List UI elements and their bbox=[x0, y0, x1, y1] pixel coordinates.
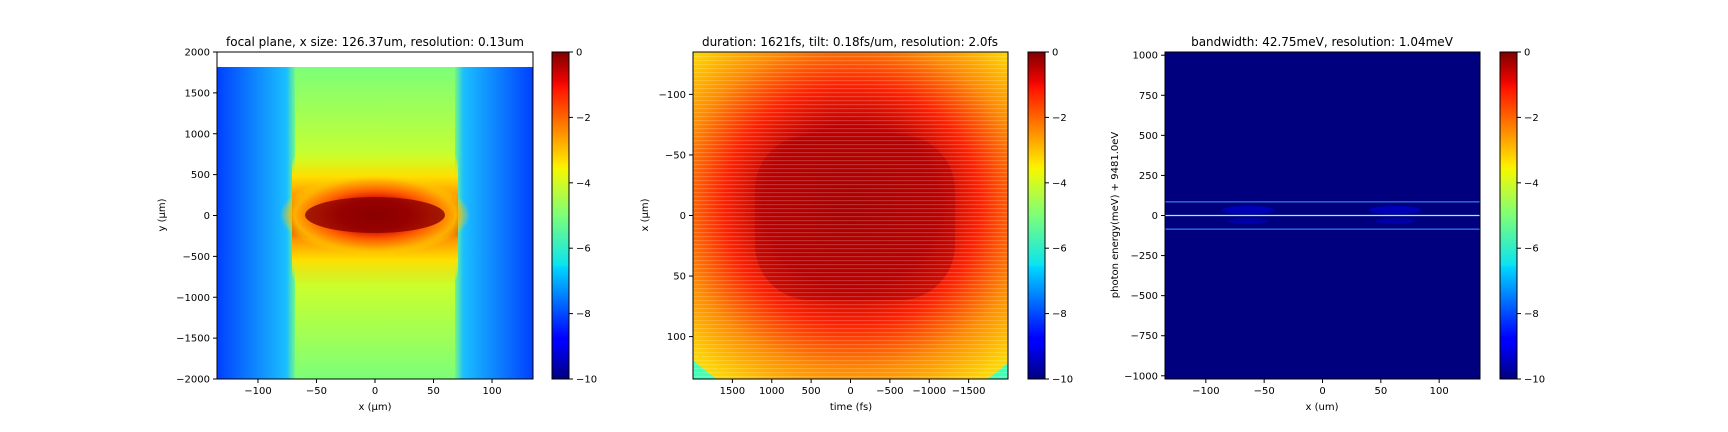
panel-3-x-ticks: −100 −50 0 50 100 bbox=[1192, 379, 1449, 397]
x-tick-label: 50 bbox=[1374, 386, 1387, 397]
panel-3-blob-right bbox=[1369, 206, 1421, 214]
y-tick-label: 0 bbox=[204, 211, 210, 222]
colorbar-tick-label: −4 bbox=[1524, 178, 1539, 189]
panel-2-title: duration: 1621fs, tilt: 0.18fs/um, resol… bbox=[702, 35, 998, 49]
y-tick-label: −100 bbox=[659, 90, 686, 101]
y-tick-label: 2000 bbox=[185, 48, 210, 59]
panel-2-heatmap bbox=[693, 52, 1008, 379]
x-tick-label: 1500 bbox=[720, 386, 745, 397]
panel-3-y-ticks: −1000 −750 −500 −250 0 250 500 750 1000 bbox=[1124, 51, 1165, 382]
y-tick-label: −1000 bbox=[176, 293, 210, 304]
panel-2-colorbar-ticks: 0 −2 −4 −6 −8 −10 bbox=[1045, 48, 1073, 386]
x-tick-label: 0 bbox=[1319, 386, 1325, 397]
panel-3-colorbar-ticks: 0 −2 −4 −6 −8 −10 bbox=[1517, 48, 1545, 386]
panel-1-y-ticks: −2000 −1500 −1000 −500 0 500 1000 1500 2000 bbox=[176, 48, 217, 386]
colorbar-tick-label: −8 bbox=[576, 309, 591, 320]
colorbar-tick-label: −8 bbox=[1052, 309, 1067, 320]
colorbar-tick-label: −8 bbox=[1524, 309, 1539, 320]
y-tick-label: 1000 bbox=[185, 129, 210, 140]
x-tick-label: −500 bbox=[876, 386, 903, 397]
panel-1-heatmap bbox=[217, 52, 533, 379]
colorbar-tick-label: −6 bbox=[1052, 244, 1067, 255]
y-tick-label: 250 bbox=[1139, 171, 1158, 182]
y-tick-label: 1000 bbox=[1133, 51, 1158, 62]
colorbar-tick-label: −2 bbox=[576, 113, 591, 124]
colorbar-tick-label: −10 bbox=[1524, 375, 1545, 386]
panel-1-colorbar bbox=[551, 51, 570, 380]
colorbar-tick-label: −2 bbox=[1524, 113, 1539, 124]
panel-3-y-label: photon energy(meV) + 9481.0eV bbox=[1110, 132, 1121, 299]
colorbar-tick-label: −6 bbox=[576, 244, 591, 255]
panel-1-x-label: x (μm) bbox=[358, 402, 391, 413]
colorbar-tick-label: −10 bbox=[1052, 375, 1073, 386]
panel-2-y-ticks: −100 −50 0 50 100 bbox=[659, 90, 693, 343]
panel-1-y-label: y (μm) bbox=[157, 198, 168, 231]
y-tick-label: −50 bbox=[665, 150, 686, 161]
y-tick-label: −500 bbox=[1131, 291, 1158, 302]
panel-2-stripes bbox=[693, 52, 1008, 379]
colorbar-tick-label: 0 bbox=[1052, 48, 1058, 59]
colorbar-tick-label: −6 bbox=[1524, 244, 1539, 255]
colorbar-tick-label: −2 bbox=[1052, 113, 1067, 124]
y-tick-label: −750 bbox=[1131, 331, 1158, 342]
x-tick-label: −1500 bbox=[952, 386, 986, 397]
x-tick-label: −50 bbox=[1254, 386, 1275, 397]
y-tick-label: 50 bbox=[673, 272, 686, 283]
y-tick-label: 1500 bbox=[185, 88, 210, 99]
x-tick-label: 100 bbox=[1430, 386, 1449, 397]
y-tick-label: 500 bbox=[1139, 131, 1158, 142]
panel-3-title: bandwidth: 42.75meV, resolution: 1.04meV bbox=[1191, 35, 1454, 49]
panel-1-colorbar-ticks: 0 −2 −4 −6 −8 −10 bbox=[569, 48, 597, 386]
x-tick-label: 0 bbox=[847, 386, 853, 397]
y-tick-label: −250 bbox=[1131, 251, 1158, 262]
panel-2-x-label: time (fs) bbox=[830, 402, 872, 413]
panel-2: duration: 1621fs, tilt: 0.18fs/um, resol… bbox=[640, 35, 1073, 413]
x-tick-label: 1000 bbox=[759, 386, 784, 397]
colorbar-tick-label: 0 bbox=[576, 48, 582, 59]
y-tick-label: 500 bbox=[191, 170, 210, 181]
panel-3-colorbar bbox=[1499, 51, 1518, 380]
colorbar-tick-label: −4 bbox=[576, 178, 591, 189]
y-tick-label: 100 bbox=[667, 332, 686, 343]
y-tick-label: 0 bbox=[680, 211, 686, 222]
panel-1-x-ticks: −100 −50 0 50 100 bbox=[244, 379, 502, 397]
x-tick-label: −1000 bbox=[912, 386, 946, 397]
panel-1: focal plane, x size: 126.37um, resolutio… bbox=[157, 35, 597, 413]
panel-3-heatmap bbox=[1165, 52, 1480, 379]
panel-1-core-peak bbox=[305, 197, 445, 233]
x-tick-label: 50 bbox=[427, 386, 440, 397]
panel-3-blob-left-lower bbox=[1228, 218, 1268, 224]
y-tick-label: −1500 bbox=[176, 334, 210, 345]
panel-3-energy-lines bbox=[1165, 201, 1480, 230]
panel-3-x-label: x (um) bbox=[1306, 402, 1339, 413]
x-tick-label: 0 bbox=[372, 386, 378, 397]
x-tick-label: −100 bbox=[1192, 386, 1219, 397]
y-tick-label: 0 bbox=[1152, 211, 1158, 222]
colorbar-tick-label: −10 bbox=[576, 375, 597, 386]
x-tick-label: −50 bbox=[306, 386, 327, 397]
x-tick-label: 500 bbox=[802, 386, 821, 397]
panel-1-title: focal plane, x size: 126.37um, resolutio… bbox=[226, 35, 524, 49]
x-tick-label: 100 bbox=[482, 386, 501, 397]
panel-2-y-label: x (μm) bbox=[640, 198, 651, 231]
y-tick-label: −1000 bbox=[1124, 371, 1158, 382]
x-tick-label: −100 bbox=[244, 386, 271, 397]
panel-3-blob-right-lower bbox=[1375, 218, 1415, 224]
colorbar-tick-label: −4 bbox=[1052, 178, 1067, 189]
colorbar-tick-label: 0 bbox=[1524, 48, 1530, 59]
panel-1-empty-region bbox=[217, 52, 533, 67]
panel-2-colorbar bbox=[1027, 51, 1046, 380]
panel-2-x-ticks: 1500 1000 500 0 −500 −1000 −1500 bbox=[720, 379, 986, 397]
panel-3-blob-left bbox=[1222, 206, 1274, 214]
y-tick-label: −2000 bbox=[176, 375, 210, 386]
panel-3: bandwidth: 42.75meV, resolution: 1.04meV… bbox=[1110, 35, 1545, 413]
y-tick-label: 750 bbox=[1139, 91, 1158, 102]
y-tick-label: −500 bbox=[183, 252, 210, 263]
